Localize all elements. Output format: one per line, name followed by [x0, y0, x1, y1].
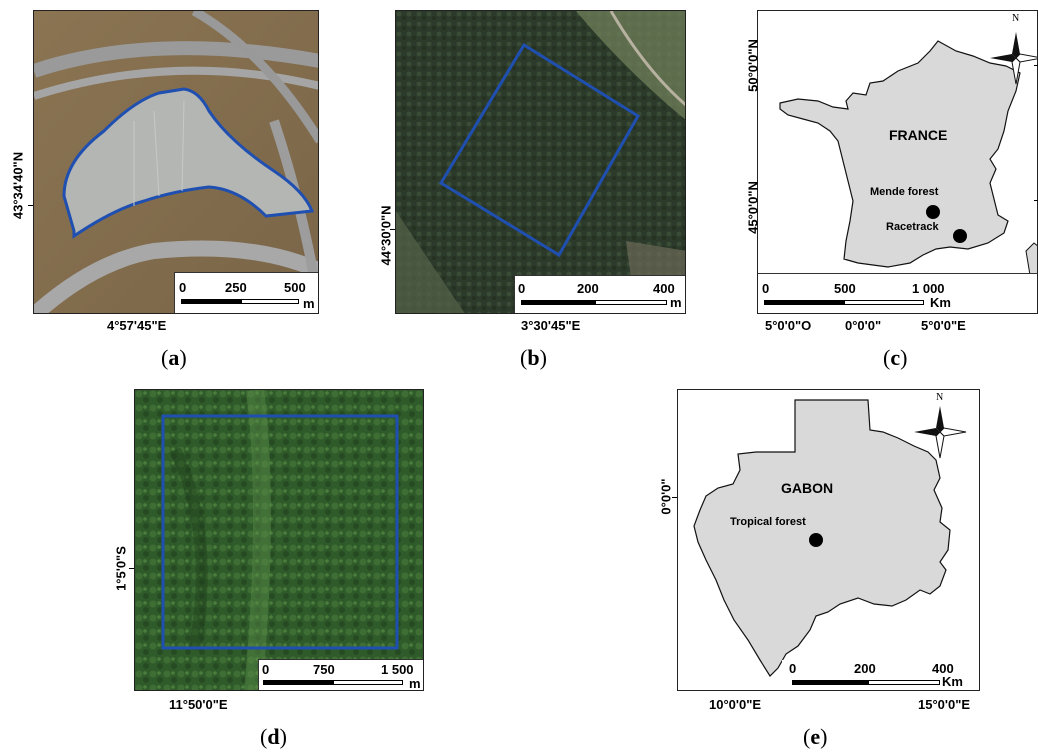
scale-tick-1: 250	[225, 280, 247, 295]
caption-c: (c)	[883, 345, 908, 370]
tropical-forest-image	[135, 390, 423, 690]
scale-tick-2: 1 500	[381, 662, 414, 677]
scale-tick-1: 500	[834, 281, 856, 296]
scale-bar-d: 0 750 1 500 m	[258, 659, 423, 691]
scale-tick-0: 0	[762, 281, 770, 296]
lon-label-e-15: 15°0'0"E	[918, 697, 971, 712]
scale-tick-2: 400	[932, 661, 954, 676]
scale-unit: m	[670, 295, 682, 310]
caption-a: (a)	[161, 345, 187, 370]
caption-d: (d)	[260, 724, 287, 749]
gabon-map	[693, 399, 967, 677]
racetrack-image	[34, 11, 318, 313]
test-area-outline	[62, 87, 315, 239]
lat-label-c-50: 50°0'0"N	[745, 39, 761, 92]
lon-label-e-10: 10°0'0"E	[709, 697, 762, 712]
scale-unit: Km	[930, 295, 951, 310]
lat-label-c-45: 45°0'0"N	[745, 181, 761, 234]
test-area-outline	[161, 414, 399, 650]
lon-label-d: 11°50'0"E	[169, 697, 228, 712]
scale-tick-0: 0	[262, 662, 270, 677]
caption-b: (b)	[520, 345, 547, 370]
country-label-gabon: GABON	[781, 480, 834, 496]
site-marker-tropical	[809, 533, 823, 547]
compass-rose-icon	[990, 32, 1037, 85]
scale-unit: m	[409, 676, 421, 691]
panel-c-france-map: N FRANCE Mende forest Racetrack 0 500 1 …	[757, 10, 1038, 314]
panel-a-aerial-racetrack: 0 250 500 m	[33, 10, 319, 314]
scale-tick-1: 750	[313, 662, 335, 677]
lat-label-e: 0°0'0"	[658, 478, 674, 515]
site-marker-racetrack	[953, 229, 967, 243]
france-land	[779, 40, 1021, 268]
france-map	[779, 32, 1037, 279]
test-area-outline	[438, 42, 641, 258]
mende-forest-image	[396, 11, 685, 313]
scale-tick-2: 1 000	[912, 281, 945, 296]
scale-unit: Km	[942, 674, 963, 689]
lon-label-c-0: 0°0'0"	[845, 318, 882, 333]
caption-e: (e)	[803, 724, 828, 749]
scale-tick-1: 200	[577, 281, 599, 296]
scale-unit: m	[303, 296, 315, 311]
scale-tick-2: 500	[284, 280, 306, 295]
lat-label-a: 43°34'40"N	[10, 151, 26, 220]
lon-label-c-e: 5°0'0"E	[921, 318, 966, 333]
scale-bar-a: 0 250 500 m	[174, 272, 318, 313]
lon-label-a: 4°57'45"E	[107, 318, 167, 333]
scale-tick-0: 0	[518, 281, 526, 296]
site-label-racetrack: Racetrack	[886, 221, 939, 233]
scale-bar-e: 0 200 400 Km	[782, 660, 963, 690]
north-label: N	[936, 392, 944, 403]
lat-label-d: 1°5'0"S	[113, 546, 129, 591]
lat-label-b: 44°30'0"N	[378, 205, 394, 266]
country-label-france: FRANCE	[889, 127, 948, 143]
panel-d-aerial-tropical: 0 750 1 500 m	[134, 389, 424, 691]
scale-bar-c: 0 500 1 000 Km	[758, 273, 1037, 313]
scale-tick-1: 200	[854, 661, 876, 676]
site-marker-mende	[926, 205, 940, 219]
scale-tick-0: 0	[789, 661, 797, 676]
lon-label-b: 3°30'45"E	[521, 318, 581, 333]
north-label: N	[1012, 13, 1020, 24]
lon-label-c-w: 5°0'0"O	[765, 318, 812, 333]
site-label-mende: Mende forest	[870, 186, 939, 198]
scale-bar-b: 0 200 400 m	[514, 275, 685, 313]
scale-tick-2: 400	[653, 281, 675, 296]
compass-rose-icon	[914, 406, 967, 459]
scale-tick-0: 0	[179, 280, 187, 295]
panel-e-gabon-map: N GABON Tropical forest 0 200 400 Km	[677, 389, 980, 691]
site-label-tropical: Tropical forest	[730, 516, 806, 528]
panel-b-aerial-mende: 0 200 400 m	[395, 10, 686, 314]
